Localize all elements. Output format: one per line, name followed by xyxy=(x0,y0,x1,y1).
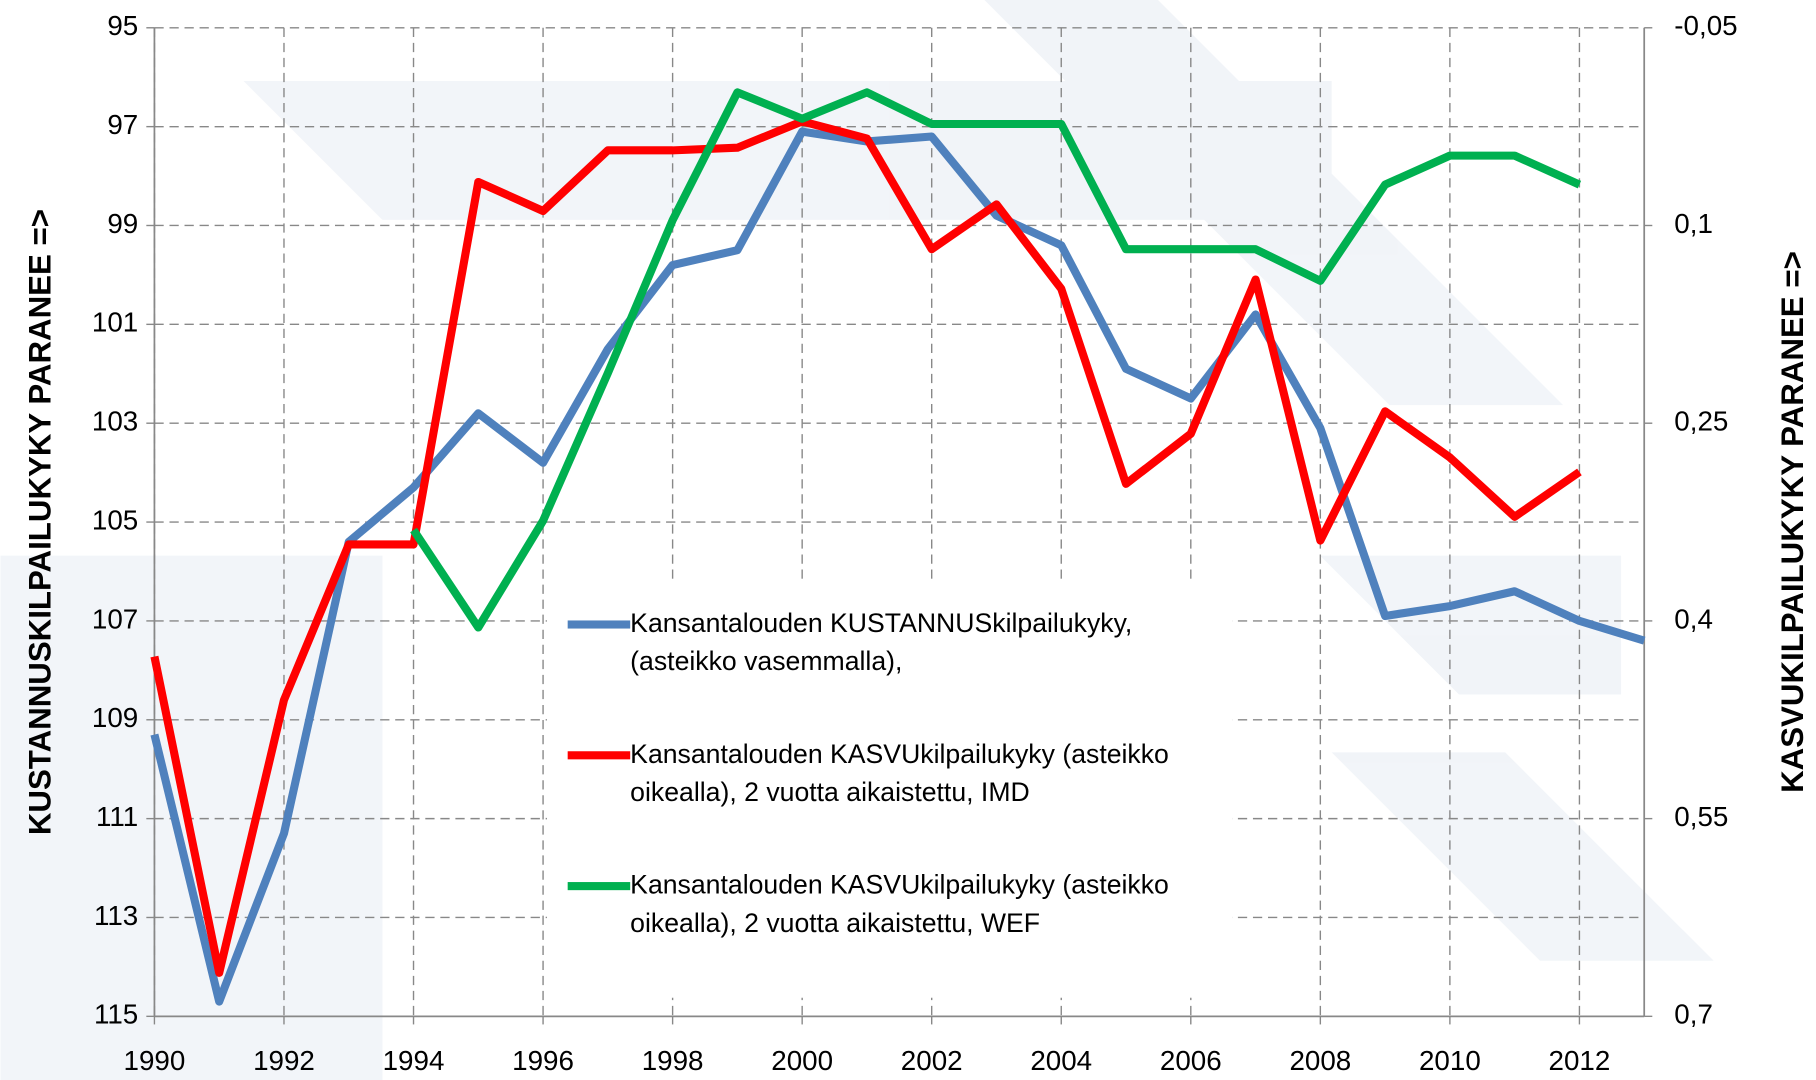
y-tick-label: 109 xyxy=(92,702,138,733)
y-tick-label: 95 xyxy=(107,10,138,41)
legend-item: Kansantalouden KUSTANNUSkilpailukyky, (a… xyxy=(567,604,1209,680)
legend-box: Kansantalouden KUSTANNUSkilpailukyky, (a… xyxy=(546,578,1233,998)
x-tick-label: 2006 xyxy=(1160,1045,1222,1076)
legend: Kansantalouden KUSTANNUSkilpailukyky, (a… xyxy=(546,578,1233,998)
y-tick-label: 113 xyxy=(94,900,138,931)
y2-tick-label: 0,55 xyxy=(1674,801,1728,832)
y-tick-label: 111 xyxy=(96,801,138,832)
y2-axis-title: KASVUKILPAILUKYKY PARANEE => xyxy=(1775,251,1810,793)
y-axis-title: KUSTANNUSKILPAILUKYKY PARANEE => xyxy=(22,209,57,835)
x-tick-label: 2002 xyxy=(901,1045,963,1076)
x-tick-label: 2012 xyxy=(1549,1045,1611,1076)
y2-tick-label: 0,1 xyxy=(1674,208,1713,239)
x-tick-label: 1994 xyxy=(383,1045,445,1076)
legend-label: Kansantalouden KASVUkilpailukyky (asteik… xyxy=(630,869,1169,938)
x-tick-label: 1990 xyxy=(124,1045,186,1076)
legend-swatch xyxy=(567,751,631,760)
x-tick-label: 2000 xyxy=(771,1045,833,1076)
y2-tick-label: 0,7 xyxy=(1674,999,1713,1030)
x-tick-label: 1992 xyxy=(253,1045,315,1076)
y-tick-label: 107 xyxy=(92,603,138,634)
legend-swatch xyxy=(567,620,631,629)
legend-item: Kansantalouden KASVUkilpailukyky (asteik… xyxy=(567,735,1209,811)
y-tick-label: 99 xyxy=(107,208,138,239)
x-tick-label: 1996 xyxy=(512,1045,574,1076)
y2-tick-label: 0,4 xyxy=(1674,603,1713,634)
x-tick-label: 2008 xyxy=(1289,1045,1351,1076)
x-tick-label: 2004 xyxy=(1030,1045,1092,1076)
series-line xyxy=(150,127,1646,1006)
legend-item: Kansantalouden KASVUkilpailukyky (asteik… xyxy=(567,866,1209,942)
legend-label: Kansantalouden KASVUkilpailukyky (asteik… xyxy=(630,738,1169,807)
y-tick-label: 105 xyxy=(92,504,138,535)
y-tick-label: 115 xyxy=(94,999,138,1030)
x-tick-label: 2010 xyxy=(1419,1045,1481,1076)
y-tick-label: 101 xyxy=(92,307,138,338)
y2-tick-label: 0,25 xyxy=(1674,406,1728,437)
x-tick-label: 1998 xyxy=(642,1045,704,1076)
series-line xyxy=(410,88,1582,632)
legend-swatch xyxy=(567,882,631,891)
legend-label: Kansantalouden KUSTANNUSkilpailukyky, (a… xyxy=(630,607,1133,677)
y-tick-label: 97 xyxy=(107,109,138,140)
series-line xyxy=(150,117,1582,977)
y2-tick-label: -0,05 xyxy=(1674,10,1737,41)
y-tick-label: 103 xyxy=(92,406,138,437)
